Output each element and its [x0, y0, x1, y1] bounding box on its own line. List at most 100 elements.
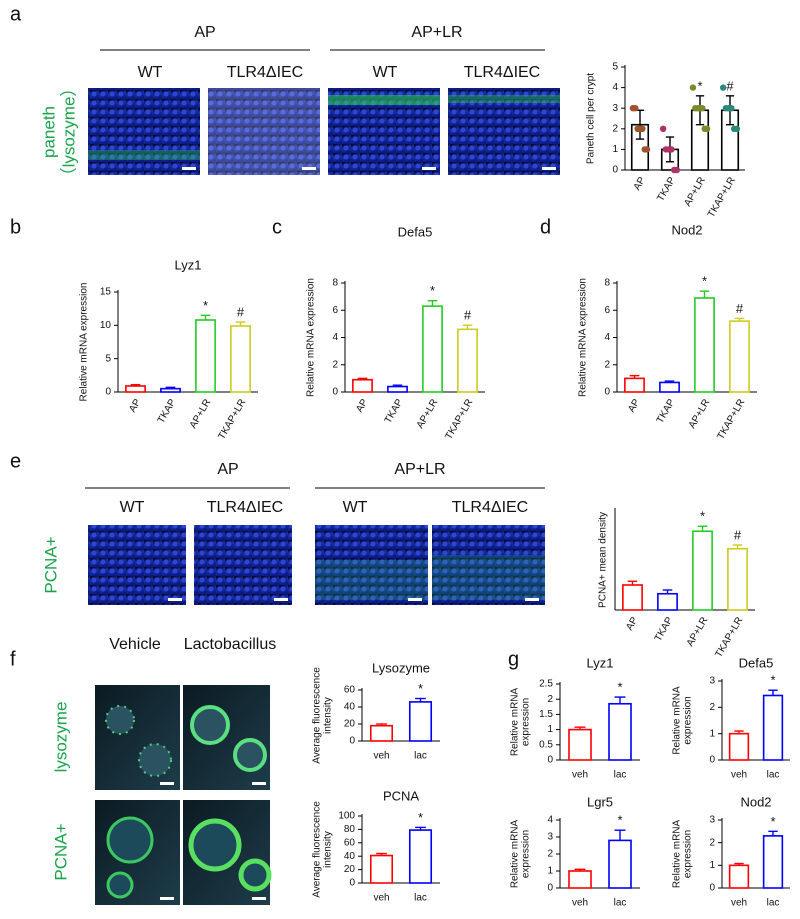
y-tick-label: 1 — [709, 860, 715, 871]
bar — [608, 839, 632, 889]
x-tick-label: TKAP+LR — [216, 397, 248, 441]
row-label: lysozyme — [51, 702, 70, 773]
chart-title: Defa5 — [398, 224, 433, 239]
bar — [692, 530, 713, 611]
group-label: AP+LR — [394, 461, 445, 478]
group-label: AP — [217, 461, 238, 478]
panel-letter: d — [540, 216, 551, 238]
chart-title: Lgr5 — [587, 794, 613, 809]
bar — [624, 377, 645, 393]
significance-mark: * — [700, 509, 705, 524]
data-point — [733, 125, 741, 132]
bar — [568, 728, 592, 761]
y-tick-label: 8 — [332, 278, 338, 289]
y-tick-label: 2.5 — [539, 679, 553, 690]
chart-title: Lyz1 — [587, 655, 614, 670]
significance-mark: # — [464, 308, 472, 323]
bar — [608, 702, 632, 761]
y-tick-label: 5 — [105, 353, 111, 364]
x-tick-label: TKAP — [156, 397, 179, 425]
significance-mark: # — [734, 527, 742, 542]
bar — [457, 328, 478, 393]
x-tick-label: TKAP+LR — [706, 175, 738, 219]
significance-mark: * — [418, 681, 423, 696]
x-tick-label: veh — [731, 898, 747, 909]
chart-title: Nod2 — [671, 222, 702, 237]
x-tick-label: veh — [731, 770, 747, 781]
x-tick-label: veh — [572, 898, 588, 909]
y-tick-label: 0.5 — [539, 739, 553, 750]
significance-mark: * — [617, 813, 622, 828]
bar — [408, 829, 433, 884]
y-axis-label: Average fluorescence — [312, 801, 323, 898]
x-tick-label: lac — [767, 898, 780, 909]
row-label: paneth — [39, 106, 58, 158]
group-label: AP — [194, 24, 215, 41]
row-label: （lysozyme） — [59, 80, 78, 185]
x-tick-label: TKAP — [383, 397, 406, 425]
x-tick-label: TKAP — [655, 397, 678, 425]
column-label: TLR4ΔIEC — [464, 64, 540, 81]
y-tick-label: 0 — [604, 387, 610, 398]
significance-mark: * — [617, 680, 622, 695]
y-tick-label: 2 — [547, 849, 553, 860]
bar — [729, 320, 750, 393]
panel-letter: f — [10, 648, 16, 670]
y-tick-label: 1 — [547, 866, 553, 877]
micrograph-row-e — [85, 487, 545, 605]
x-tick-label: lac — [414, 751, 427, 762]
column-label: WT — [138, 64, 163, 81]
bar — [659, 381, 680, 393]
y-tick-label: 5 — [612, 62, 618, 73]
bar — [230, 325, 251, 393]
data-point — [673, 166, 681, 174]
data-point — [632, 105, 639, 112]
bar — [369, 724, 394, 742]
bar — [762, 694, 784, 761]
bar — [762, 835, 784, 889]
y-tick-label: 80 — [344, 824, 356, 835]
y-tick-label: 0 — [709, 883, 715, 894]
y-tick-label: 4 — [547, 815, 553, 826]
significance-mark: * — [418, 810, 423, 825]
y-tick-label: 1 — [612, 144, 618, 155]
y-tick-label: 20 — [344, 864, 356, 875]
significance-mark: # — [237, 304, 245, 319]
y-axis-label: Average fluorescence — [312, 667, 323, 764]
data-point — [659, 125, 667, 132]
y-axis-label: intensity — [323, 697, 334, 734]
y-axis-label: Relative mRNA — [510, 688, 521, 757]
significance-mark: * — [770, 673, 775, 688]
y-tick-label: 0 — [105, 387, 111, 398]
y-tick-label: 6 — [604, 305, 610, 316]
y-tick-label: 15 — [100, 287, 112, 298]
x-tick-label: AP — [354, 397, 370, 414]
y-tick-label: 40 — [344, 702, 356, 713]
significance-mark: * — [770, 814, 775, 829]
y-tick-label: 6 — [332, 305, 338, 316]
chart-title: Lyz1 — [175, 257, 202, 272]
significance-mark: * — [697, 78, 702, 93]
bar — [422, 305, 443, 393]
y-axis-label: expression — [521, 698, 532, 746]
y-tick-label: 3 — [709, 815, 715, 826]
y-tick-label: 1 — [709, 728, 715, 739]
panel-letter: b — [10, 216, 21, 238]
column-label: WT — [120, 499, 145, 516]
x-tick-label: AP — [127, 397, 143, 414]
x-tick-label: lac — [414, 893, 427, 904]
y-tick-label: 2 — [332, 359, 338, 370]
chart-title: Nod2 — [740, 794, 771, 809]
y-tick-label: 60 — [344, 837, 356, 848]
x-tick-label: veh — [373, 751, 389, 762]
x-tick-label: AP+LR — [687, 397, 713, 430]
data-point — [703, 125, 711, 132]
y-axis-label: Relative mRNA — [510, 820, 521, 889]
bar — [568, 870, 592, 889]
significance-mark: # — [726, 78, 734, 93]
chart-title: Defa5 — [739, 655, 774, 670]
bar — [657, 592, 678, 611]
y-axis-label: expression — [683, 830, 694, 878]
data-point — [728, 105, 735, 112]
x-tick-label: veh — [373, 893, 389, 904]
